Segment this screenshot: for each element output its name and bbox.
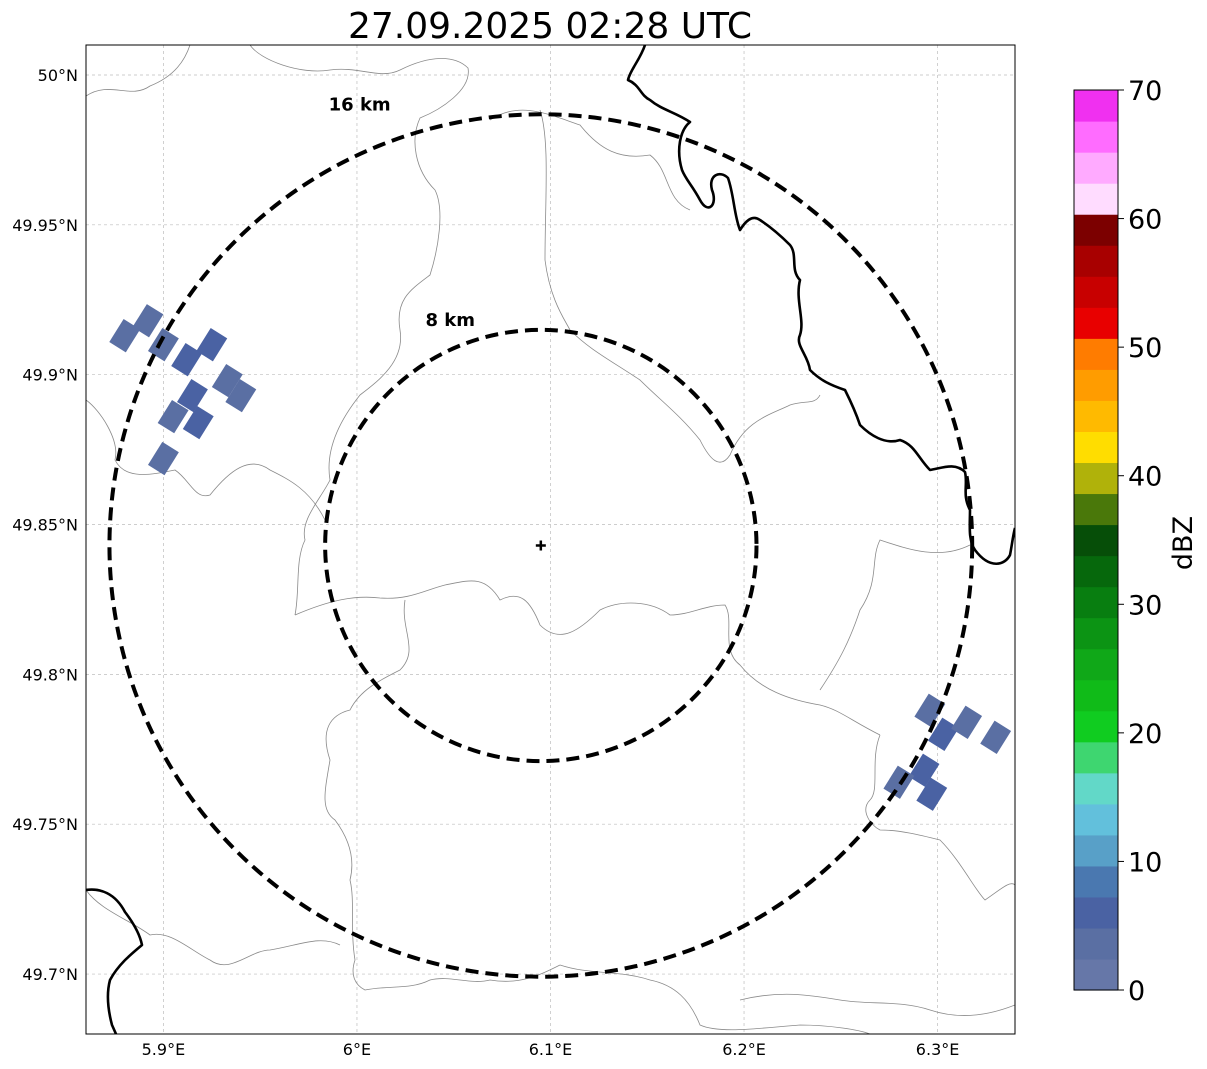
colorbar-tick-label: 50 [1128, 333, 1162, 364]
radar-echo-cell [147, 328, 179, 362]
colorbar-tick-label: 10 [1128, 847, 1162, 878]
colorbar-swatch [1074, 803, 1118, 836]
map-frame [85, 44, 1016, 1035]
range-ring-label: 16 km [329, 94, 391, 115]
range-ring-label: 8 km [425, 310, 475, 331]
colorbar-swatch [1074, 152, 1118, 184]
range-ring [323, 327, 759, 764]
colorbar-swatch [1074, 524, 1118, 557]
colorbar-swatch [1074, 276, 1118, 308]
colorbar-tick-label: 60 [1128, 205, 1162, 236]
range-rings: 8 km 16 km [107, 94, 975, 979]
radar-echo-cell [927, 717, 959, 751]
latitude-tick-label: 49.7°N [22, 965, 78, 984]
radar-echo-cells [109, 304, 1012, 811]
map-panel: 8 km 16 km 5.9°E 6°E 6.1°E 6.2°E 6.3°E 50°N 49… [12, 44, 1016, 1059]
radar-echo-cell [109, 319, 141, 353]
longitude-tick-label: 6°E [343, 1040, 371, 1059]
colorbar-frame [1073, 89, 1119, 991]
radar-echo-cell [980, 720, 1012, 754]
longitude-tick-label: 6.2°E [722, 1040, 766, 1059]
latitude-tick-label: 49.95°N [12, 216, 78, 235]
colorbar-swatch [1074, 865, 1118, 898]
radar-echo-cell [132, 304, 164, 338]
longitude-tick-labels: 5.9°E 6°E 6.1°E 6.2°E 6.3°E [142, 1040, 960, 1059]
colorbar-swatch [1074, 431, 1118, 464]
colorbar: 0 10 20 30 40 50 60 70 dBZ [1073, 76, 1199, 1007]
colorbar-swatch [1074, 307, 1118, 339]
latitude-tick-label: 50°N [38, 66, 78, 85]
colorbar-swatch [1074, 648, 1118, 681]
colorbar-label: dBZ [1168, 516, 1199, 570]
colorbar-swatch [1074, 183, 1118, 215]
figure-title: 27.09.2025 02:28 UTC [348, 6, 752, 47]
radar-echo-cell [211, 364, 243, 398]
colorbar-swatch [1074, 679, 1118, 712]
colorbar-swatch [1074, 338, 1118, 370]
range-ring [107, 112, 975, 979]
radar-echo-cell [171, 343, 203, 377]
radar-echo-cell [908, 753, 940, 787]
colorbar-swatch [1074, 369, 1118, 401]
colorbar-tick-labels: 0 10 20 30 40 50 60 70 [1118, 76, 1162, 1007]
radar-echo-cell [182, 405, 214, 440]
colorbar-swatch [1074, 772, 1118, 805]
latitude-tick-label: 49.85°N [12, 516, 78, 535]
graticule-gridlines [86, 45, 1015, 1034]
colorbar-swatch [1074, 896, 1118, 929]
latitude-tick-label: 49.8°N [22, 665, 78, 684]
colorbar-tick-label: 0 [1128, 976, 1145, 1007]
colorbar-tick-label: 20 [1128, 719, 1162, 750]
latitude-tick-label: 49.9°N [22, 366, 78, 385]
radar-echo-cell [951, 705, 983, 739]
colorbar-swatch [1074, 90, 1118, 122]
latitude-tick-labels: 50°N 49.95°N 49.9°N 49.85°N 49.8°N 49.75°N 49.… [12, 66, 78, 984]
longitude-tick-label: 5.9°E [142, 1040, 186, 1059]
municipal-boundaries [86, 45, 1015, 1034]
radar-echo-cell [147, 441, 179, 476]
radar-echo-cell [157, 399, 189, 434]
colorbar-swatch [1074, 493, 1118, 526]
colorbar-swatch [1074, 400, 1118, 432]
colorbar-swatch [1074, 927, 1118, 960]
colorbar-swatch [1074, 462, 1118, 495]
radar-site-marker [535, 540, 546, 551]
colorbar-swatch [1074, 617, 1118, 650]
radar-echo-cell [916, 777, 948, 811]
colorbar-swatch [1074, 121, 1118, 153]
colorbar-swatch [1074, 834, 1118, 867]
radar-echo-cell [914, 693, 946, 727]
latitude-tick-label: 49.75°N [12, 815, 78, 834]
colorbar-tick-label: 40 [1128, 462, 1162, 493]
longitude-tick-label: 6.3°E [916, 1040, 960, 1059]
radar-echo-cell [225, 378, 257, 413]
radar-echo-cell [177, 378, 208, 413]
radar-echo-cell [196, 328, 228, 362]
colorbar-swatch [1074, 214, 1118, 246]
colorbar-tick-label: 30 [1128, 590, 1162, 621]
colorbar-swatches [1074, 90, 1118, 991]
colorbar-swatch [1074, 245, 1118, 277]
colorbar-swatch [1074, 586, 1118, 619]
colorbar-tick-label: 70 [1128, 76, 1162, 107]
longitude-tick-label: 6.1°E [529, 1040, 573, 1059]
colorbar-swatch [1074, 958, 1118, 991]
colorbar-swatch [1074, 710, 1118, 743]
colorbar-swatch [1074, 741, 1118, 774]
colorbar-swatch [1074, 555, 1118, 588]
